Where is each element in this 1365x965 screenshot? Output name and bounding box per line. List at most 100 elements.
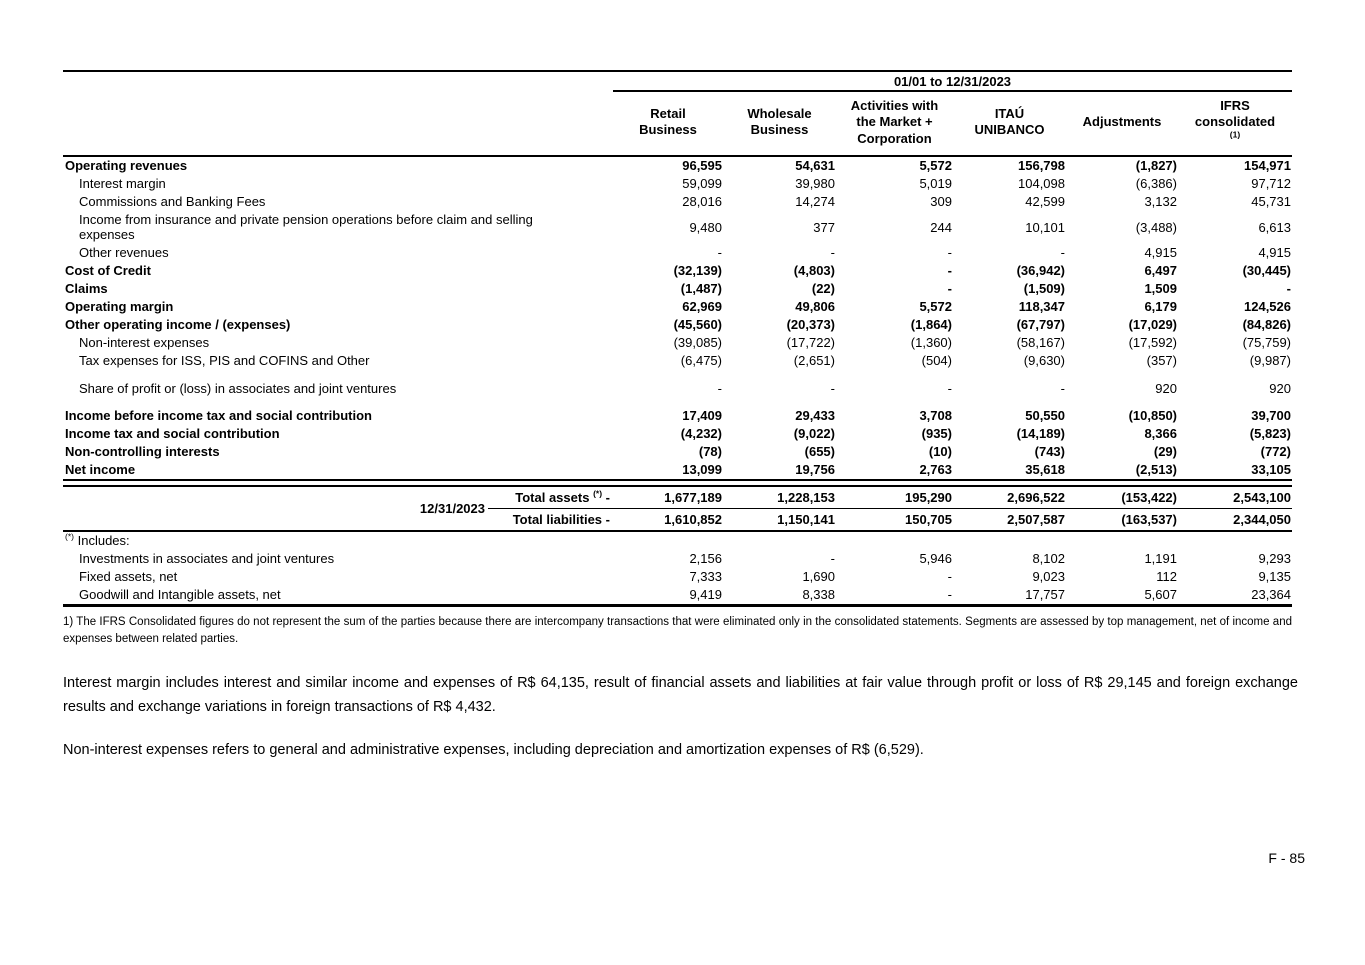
column-header-row: Retail Business Wholesale Business Activ… xyxy=(63,91,1292,157)
totals-label: Total liabilities - xyxy=(488,507,613,532)
cell-value: (935) xyxy=(921,426,952,442)
column-header-label: Retail Business xyxy=(639,106,697,138)
totals-label-text: Total liabilities xyxy=(512,511,603,527)
cell-value: 377 xyxy=(813,219,835,235)
cell-value: 1,150,141 xyxy=(723,507,836,532)
row-label: Goodwill and Intangible assets, net xyxy=(63,585,613,607)
row-label: Share of profit or (loss) in associates … xyxy=(79,380,397,396)
table-row: Share of profit or (loss) in associates … xyxy=(63,370,1292,398)
double-rule xyxy=(63,479,1292,487)
row-label: Income tax and social contribution xyxy=(65,426,280,442)
column-header-spacer xyxy=(63,91,613,157)
cell-value: 1,509 xyxy=(1144,281,1177,297)
cell-value: 1,191 xyxy=(1144,551,1177,567)
cell-value: (32,139) xyxy=(673,263,722,279)
cell-value: 920 xyxy=(1269,380,1291,396)
cell-value: (84,826) xyxy=(1242,317,1291,333)
row-label: Interest margin xyxy=(79,176,166,192)
cell-value: 1,677,189 xyxy=(664,489,722,505)
footnote-ref-icon: (*) xyxy=(593,488,603,499)
cell-value: 17,409 xyxy=(682,408,722,424)
page-number: F - 85 xyxy=(1268,850,1305,866)
cell-value: (17,592) xyxy=(1128,335,1177,351)
cell-value: (30,445) xyxy=(1242,263,1291,279)
cell-value: 42,599 xyxy=(1025,194,1065,210)
cell-value: - xyxy=(717,380,722,396)
cell-value: 9,023 xyxy=(1032,569,1065,585)
cell-value: (1,864) xyxy=(910,317,952,333)
table-row: Net income 13,099 19,756 2,763 35,618 (2,513)… xyxy=(63,460,1292,481)
cell-value: 920 xyxy=(1155,380,1177,396)
cell-value: (45,560) xyxy=(673,317,722,333)
cell-value: 2,543,100 xyxy=(1233,489,1291,505)
cell-value: - xyxy=(836,585,953,607)
paragraph-interest-margin: Interest margin includes interest and si… xyxy=(63,675,1298,715)
cell-value: (22) xyxy=(811,281,835,297)
cell-value: 14,274 xyxy=(795,194,835,210)
cell-value: (504) xyxy=(921,353,952,369)
footnote-ref-icon: (1) xyxy=(1229,129,1241,140)
cell-value: 5,019 xyxy=(919,176,952,192)
cell-value: - xyxy=(947,245,952,261)
cell-value: 97,712 xyxy=(1251,176,1291,192)
cell-value: 150,705 xyxy=(836,507,953,532)
table-row: Non-interest expenses (39,085) (17,722) (1,… xyxy=(63,334,1292,352)
cell-value: - xyxy=(947,569,952,585)
period-header: 01/01 to 12/31/2023 xyxy=(613,70,1292,92)
cell-value: 3,132 xyxy=(1144,194,1177,210)
column-header-label: Activities with the Market + Corporation xyxy=(850,98,939,146)
cell-value: 9,480 xyxy=(689,219,722,235)
row-label: Net income xyxy=(63,460,613,481)
cell-value: (5,823) xyxy=(1249,426,1291,442)
cell-value: (9,987) xyxy=(1249,353,1291,369)
cell-value: 1,690 xyxy=(802,569,835,585)
cell-value: 19,756 xyxy=(723,460,836,481)
cell-value: 10,101 xyxy=(1025,219,1065,235)
cell-value: (39,085) xyxy=(673,335,722,351)
cell-value: 156,798 xyxy=(1018,158,1065,174)
table-row: Operating revenues 96,595 54,631 5,572 156,7… xyxy=(63,156,1292,175)
cell-value: 6,497 xyxy=(1144,263,1177,279)
cell-value: 33,105 xyxy=(1178,460,1292,481)
cell-value: (9,022) xyxy=(793,426,835,442)
cell-value: 29,433 xyxy=(795,408,835,424)
cell-value: (17,029) xyxy=(1128,317,1177,333)
includes-row: Investments in associates and joint vent… xyxy=(63,550,1292,568)
cell-value: 104,098 xyxy=(1018,176,1065,192)
row-label: Claims xyxy=(65,281,108,297)
cell-value: 23,364 xyxy=(1178,585,1292,607)
cell-value: (4,803) xyxy=(793,263,835,279)
totals-row: 12/31/2023 Total assets (*) - 1,677,189 1,2… xyxy=(63,485,1292,532)
row-label: Cost of Credit xyxy=(65,263,151,279)
totals-row: Total liabilities -1,610,852 1,150,141 150… xyxy=(63,507,1292,532)
cell-value: 5,946 xyxy=(919,551,952,567)
table-row: Non-controlling interests (78) (655) (10) (7… xyxy=(63,443,1292,461)
cell-value: 39,980 xyxy=(795,176,835,192)
row-label: Other revenues xyxy=(79,245,169,261)
cell-value: 17,757 xyxy=(953,585,1066,607)
cell-value: 8,338 xyxy=(723,585,836,607)
column-header-adjustments: Adjustments xyxy=(1066,91,1178,157)
totals-label: Total assets (*) - xyxy=(515,488,610,505)
cell-value: (58,167) xyxy=(1016,335,1065,351)
cell-value: 2,696,522 xyxy=(1007,489,1065,505)
cell-value: 4,915 xyxy=(1144,245,1177,261)
table-row: Other operating income / (expenses) (45,5… xyxy=(63,316,1292,334)
cell-value: - xyxy=(830,551,835,567)
cell-value: - xyxy=(947,263,952,279)
footnote-ref-icon: (*) xyxy=(65,531,74,542)
column-header-label: ITAÚ UNIBANCO xyxy=(974,106,1045,138)
row-label: Operating revenues xyxy=(65,158,188,174)
cell-value: 118,347 xyxy=(1018,299,1065,315)
cell-value: 5,607 xyxy=(1066,585,1178,607)
table-body: Operating revenues 96,595 54,631 5,572 156,7… xyxy=(63,156,1292,607)
table-row: Cost of Credit (32,139) (4,803) - (36,942) 6,… xyxy=(63,262,1292,280)
table-row: Operating margin 62,969 49,806 5,572 118,347… xyxy=(63,298,1292,316)
column-header-retail: Retail Business xyxy=(613,91,723,157)
cell-value: 9,293 xyxy=(1258,551,1291,567)
cell-value: 35,618 xyxy=(953,460,1066,481)
cell-value: (655) xyxy=(804,444,835,460)
cell-value: (6,386) xyxy=(1135,176,1177,192)
period-header-spacer xyxy=(63,70,613,91)
cell-value: (10) xyxy=(928,444,952,460)
